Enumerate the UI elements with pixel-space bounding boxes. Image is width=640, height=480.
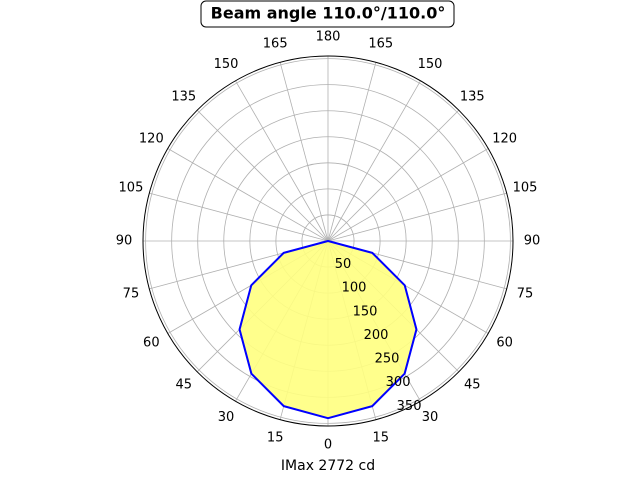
radial-tick-label: 150 xyxy=(353,304,378,319)
grid-spoke xyxy=(327,192,507,242)
angle-tick-label: 165 xyxy=(263,36,288,51)
beam-curve xyxy=(238,240,418,420)
angle-tick-label: 45 xyxy=(175,378,192,393)
angle-tick-label: 150 xyxy=(418,57,443,72)
angle-tick-label: 30 xyxy=(422,410,439,425)
grid-spoke xyxy=(327,148,489,242)
x-axis-label: IMax 2772 cd xyxy=(281,458,375,474)
grid-spoke xyxy=(279,62,329,242)
angle-tick-label: 0 xyxy=(324,438,332,453)
angle-tick-label: 60 xyxy=(496,336,513,351)
polar-frame xyxy=(142,55,514,427)
radial-tick-label: 50 xyxy=(335,257,352,272)
angle-tick-label: 15 xyxy=(267,431,284,446)
angle-tick-label: 45 xyxy=(464,378,481,393)
angle-tick-label: 120 xyxy=(492,132,517,147)
radial-tick-label: 250 xyxy=(375,352,400,367)
angle-tick-label: 90 xyxy=(524,234,541,249)
angle-tick-label: 30 xyxy=(218,410,235,425)
chart-title: Beam angle 110.0°/110.0° xyxy=(211,4,446,23)
angle-tick-label: 180 xyxy=(316,30,341,45)
radial-tick-label: 300 xyxy=(386,375,411,390)
angle-tick-label: 90 xyxy=(116,234,133,249)
angle-tick-label: 75 xyxy=(517,286,534,301)
angle-tick-label: 60 xyxy=(143,336,160,351)
grid-spoke xyxy=(167,148,329,242)
grid-spoke xyxy=(149,192,329,242)
grid-spoke xyxy=(235,80,329,242)
radial-tick-label: 350 xyxy=(397,399,422,414)
title-box xyxy=(200,0,455,28)
radial-tick-label: 200 xyxy=(364,328,389,343)
grid-spoke xyxy=(196,109,329,242)
radial-tick-label: 100 xyxy=(342,281,367,296)
grid-spoke xyxy=(327,80,421,242)
grid-spoke xyxy=(327,62,377,242)
angle-tick-label: 105 xyxy=(119,181,144,196)
angle-tick-label: 15 xyxy=(373,431,390,446)
angle-tick-label: 165 xyxy=(368,36,393,51)
angle-tick-label: 75 xyxy=(123,286,140,301)
angle-tick-label: 105 xyxy=(513,181,538,196)
angle-tick-label: 120 xyxy=(139,132,164,147)
grid-spoke xyxy=(327,109,460,242)
angle-tick-label: 150 xyxy=(214,57,239,72)
angle-tick-label: 135 xyxy=(460,89,485,104)
angle-tick-label: 135 xyxy=(171,89,196,104)
